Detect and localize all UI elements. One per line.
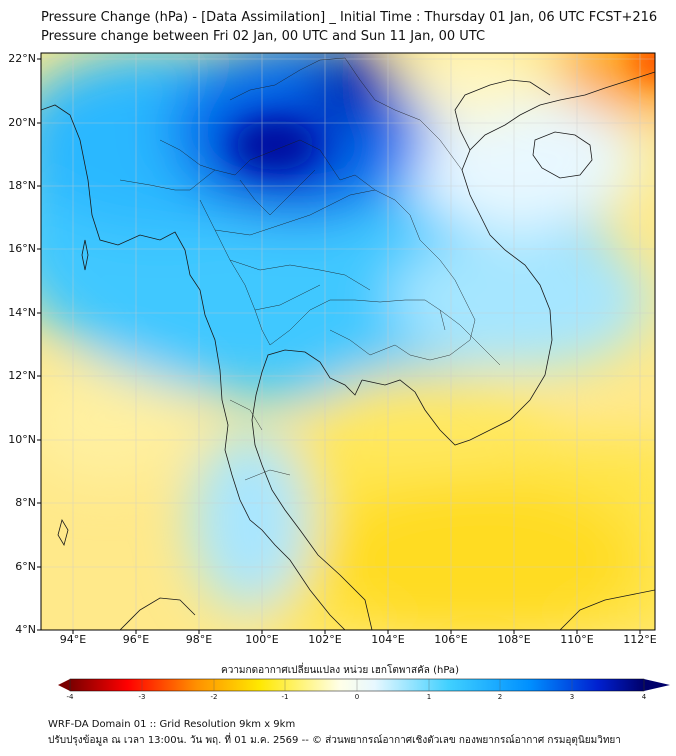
- lat-label: 4°N: [15, 623, 36, 636]
- colorbar-tick-label: 0: [354, 693, 360, 701]
- lon-label: 106°E: [434, 633, 468, 646]
- lat-label: 22°N: [8, 52, 36, 65]
- colorbar-max-arrow: [644, 679, 670, 691]
- lon-label: 108°E: [497, 633, 531, 646]
- colorbar-title: ความกดอากาศเปลี่ยนแปลง หน่วย เฮกโตพาสคัล…: [221, 665, 459, 676]
- lat-label: 16°N: [8, 242, 36, 255]
- lon-label: 94°E: [59, 633, 87, 646]
- colorbar-min-arrow: [58, 679, 70, 691]
- colorbar-tick-label: -4: [66, 693, 74, 701]
- colorbar-tick-label: 1: [426, 693, 432, 701]
- colorbar-tick-label: -1: [281, 693, 289, 701]
- map-title: Pressure Change (hPa) - [Data Assimilati…: [41, 10, 658, 25]
- colorbar-tick-label: 2: [497, 693, 503, 701]
- colorbar-tick-label: 3: [569, 693, 575, 701]
- lon-label: 98°E: [185, 633, 213, 646]
- colorbar: [58, 678, 670, 692]
- map-subtitle: Pressure change between Fri 02 Jan, 00 U…: [41, 29, 486, 44]
- lat-label: 6°N: [15, 560, 36, 573]
- footer-domain-info: WRF-DA Domain 01 :: Grid Resolution 9km …: [48, 719, 296, 730]
- andaman-islands: [81, 239, 89, 271]
- lat-label: 10°N: [8, 433, 36, 446]
- colorbar-tick-label: 4: [641, 693, 647, 701]
- indochina-south-coast: [361, 99, 561, 446]
- footer-credit: ปรับปรุงข้อมูล ณ เวลา 13:00น. วัน พฤ. ที…: [48, 735, 621, 746]
- colorbar-tick-label: -3: [138, 693, 146, 701]
- lat-label: 18°N: [8, 179, 36, 192]
- graticule: [41, 53, 655, 630]
- gulf-of-tonkin: [454, 79, 551, 151]
- lat-label: 20°N: [8, 116, 36, 129]
- lon-label: 110°E: [560, 633, 594, 646]
- china-coast: [559, 71, 655, 101]
- axis-ticks: [37, 58, 641, 634]
- borneo-coast: [559, 589, 655, 630]
- lon-label: 104°E: [371, 633, 405, 646]
- lat-label: 12°N: [8, 369, 36, 382]
- sumatra-coast: [119, 597, 196, 630]
- pressure-field: [41, 53, 655, 630]
- colorbar-tick-label: -2: [210, 693, 218, 701]
- lat-label: 8°N: [15, 496, 36, 509]
- peninsula-east-coast: [251, 349, 373, 630]
- lon-label: 102°E: [308, 633, 342, 646]
- coastlines: [41, 71, 655, 630]
- lon-label: 100°E: [245, 633, 279, 646]
- west-coastline: [41, 104, 346, 630]
- hainan-island: [532, 131, 593, 179]
- lat-label: 14°N: [8, 306, 36, 319]
- lon-label: 112°E: [623, 633, 657, 646]
- lon-label: 96°E: [122, 633, 150, 646]
- admin-borders: [119, 57, 501, 481]
- map-frame: [40, 52, 656, 631]
